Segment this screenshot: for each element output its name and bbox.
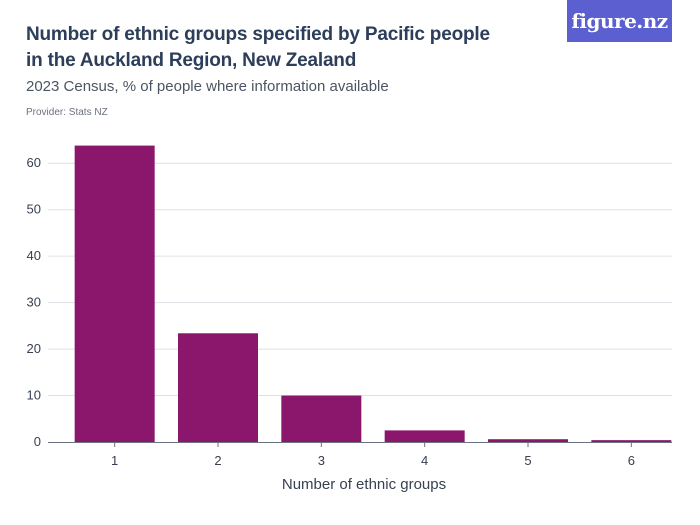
x-axis-title: Number of ethnic groups [282,476,446,493]
data-provider: Provider: Stats NZ [26,107,108,118]
y-tick-label: 40 [27,248,41,263]
x-tick-label: 5 [524,453,531,468]
y-tick-label: 50 [27,202,41,217]
y-tick-label: 20 [27,341,41,356]
x-tick-label: 3 [318,453,325,468]
bars [74,145,672,442]
x-tick-label: 2 [214,453,221,468]
bar-3[interactable] [281,395,362,442]
bar-1[interactable] [74,145,155,442]
y-tick-label: 0 [34,434,41,449]
bar-6[interactable] [591,440,672,442]
chart-title: Number of ethnic groups specified by Pac… [26,24,490,71]
chart-subtitle: 2023 Census, % of people where informati… [26,78,389,95]
y-axis-ticks: 0 10 20 30 40 50 60 [27,155,41,449]
y-tick-label: 10 [27,388,41,403]
bar-5[interactable] [488,439,568,442]
figure-nz-logo[interactable]: figure.nz [567,0,672,42]
bar-2[interactable] [178,333,258,442]
x-tick-label: 4 [421,453,428,468]
y-tick-label: 60 [27,155,41,170]
x-axis-ticks: 1 2 3 4 5 6 [111,442,635,468]
y-tick-label: 30 [27,295,41,310]
x-tick-label: 6 [628,453,635,468]
bar-4[interactable] [384,430,465,442]
x-tick-label: 1 [111,453,118,468]
